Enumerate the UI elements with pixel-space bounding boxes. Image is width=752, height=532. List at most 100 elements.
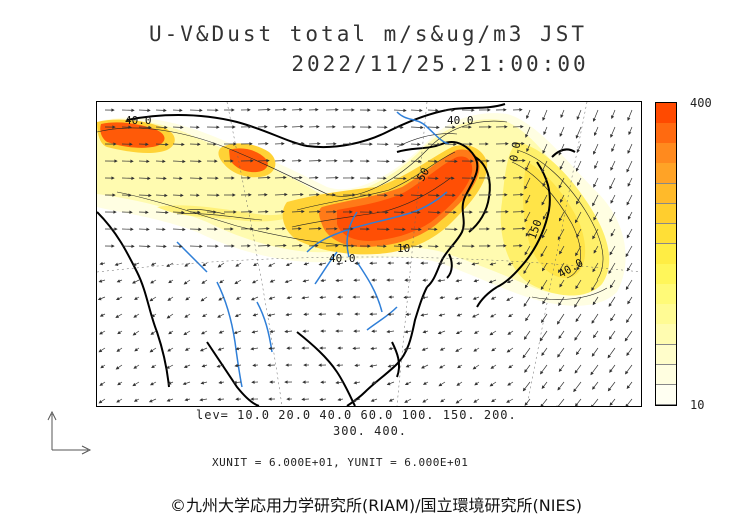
wind-vector-head (132, 332, 137, 336)
wind-vector-head (574, 369, 578, 374)
wind-vector-head (183, 331, 188, 336)
wind-vector-head (609, 284, 614, 289)
wind-vector-head (520, 124, 524, 129)
wind-vector-head (421, 347, 426, 351)
colorbar-swatch (656, 264, 676, 285)
wind-vector-head (593, 132, 598, 136)
wind-vector-head (402, 159, 406, 164)
wind-vector-head (335, 244, 339, 248)
wind-vector-head (113, 210, 117, 214)
wind-vector-head (385, 210, 389, 214)
wind-vector-head (230, 159, 234, 163)
wind-vector-head (404, 278, 408, 282)
wind-vector-head (111, 176, 115, 180)
wind-vector-head (455, 279, 459, 283)
wind-vector-head (524, 251, 528, 256)
wind-vector-head (558, 151, 562, 156)
wind-vector-head (525, 199, 529, 204)
wind-vector-head (524, 218, 528, 223)
wind-vector-head (202, 313, 206, 318)
wind-vector-head (284, 124, 288, 129)
wind-vector-head (402, 227, 406, 232)
wind-vector-head (335, 380, 339, 385)
wind-vector-head (422, 381, 427, 385)
wind-vector-head (541, 234, 545, 239)
wind-vector-head (540, 403, 544, 406)
wind-vector-head (405, 261, 409, 265)
wind-vector-head (505, 142, 509, 146)
contour-label: 0.0 (507, 141, 523, 163)
wind-vector-head (217, 264, 222, 268)
wind-vector-head (284, 192, 288, 197)
wind-vector-head (576, 200, 580, 205)
wind-vector-head (607, 354, 611, 359)
wind-vector-head (336, 363, 340, 367)
wind-vector-head (383, 176, 387, 180)
wind-vector-head (627, 215, 631, 220)
wind-vector-head (608, 270, 612, 274)
wind-vector-head (181, 210, 185, 215)
wind-vector-head (163, 244, 167, 249)
wind-vector-head (473, 348, 478, 352)
wind-vector-head (333, 142, 337, 146)
wind-vector-head (267, 175, 271, 180)
wind-vector-head (455, 330, 460, 335)
wind-vector-head (525, 317, 529, 322)
wind-vector-head (132, 382, 137, 387)
copyright-credit: ©九州大学応用力学研究所(RIAM)/国立環境研究所(NIES) (170, 496, 582, 515)
wind-vector-head (592, 202, 596, 207)
wind-vector-head (627, 183, 631, 187)
wind-vector-head (438, 261, 442, 265)
wind-vector-head (234, 313, 239, 317)
wind-vector-head (610, 232, 614, 237)
contour-levels-line-2: 300. 400. (333, 424, 408, 438)
wind-vector-head (250, 397, 254, 401)
wind-vector-head (352, 398, 357, 402)
wind-vector-head (299, 175, 303, 180)
wind-vector-head (369, 261, 373, 265)
wind-vector-head (248, 193, 252, 197)
wind-vector-head (591, 353, 596, 357)
wind-vector-head (558, 302, 562, 307)
wind-vector-head (485, 210, 489, 214)
wind-vector-head (455, 348, 460, 352)
wind-vector-head (451, 176, 455, 180)
wind-vector-head (248, 125, 252, 129)
wind-vector-head (519, 176, 523, 180)
wind-vector-head (453, 142, 457, 146)
wind-vector-head (149, 349, 154, 353)
wind-vector-head (524, 185, 528, 190)
wind-vector-head (168, 330, 172, 335)
wind-vector-head (284, 380, 288, 384)
wind-vector-head (609, 369, 613, 373)
wind-vector-head (504, 125, 508, 129)
wind-vector-head (436, 125, 440, 130)
wind-vector-head (252, 313, 257, 317)
wind-vector-head (302, 380, 306, 384)
wind-vector-head (332, 125, 336, 129)
wind-vector-head (235, 397, 239, 401)
wind-vector-head (421, 295, 425, 300)
wind-vector-head (216, 193, 220, 197)
wind-vector-head (116, 348, 121, 352)
wind-vector-head (182, 227, 186, 232)
wind-vector-head (250, 347, 254, 351)
wind-vector-head (282, 158, 286, 163)
wind-vector-head (626, 234, 630, 239)
colorbar-swatch (656, 163, 676, 185)
wind-vector-head (557, 353, 561, 358)
wind-vector-head (184, 347, 189, 351)
wind-vector-head (472, 366, 477, 370)
wind-vector-head (591, 404, 594, 406)
wind-vector-head (166, 263, 171, 267)
map-datetime: 2022/11/25.21:00:00 (291, 52, 589, 76)
wind-vector-head (522, 354, 526, 359)
wind-vector-head (419, 108, 423, 113)
wind-vector-head (218, 330, 223, 334)
wind-vector-head (576, 233, 580, 238)
wind-vector-head (235, 263, 240, 267)
wind-vector-head (388, 295, 392, 299)
wind-vector-head (111, 244, 115, 248)
dust-forecast-map: 40.0 40.0 50 10 40.0 150 40.0 0.0 (96, 101, 642, 407)
wind-vector-head (471, 244, 475, 248)
